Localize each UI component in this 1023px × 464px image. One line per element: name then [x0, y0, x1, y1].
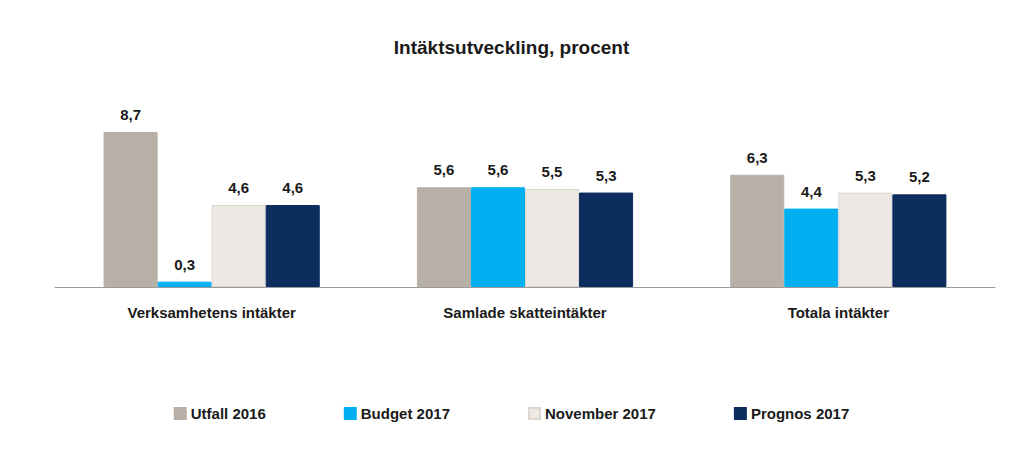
svg-text:4,6: 4,6: [282, 179, 303, 196]
svg-text:Intäktsutveckling, procent: Intäktsutveckling, procent: [394, 37, 630, 58]
svg-text:6,3: 6,3: [747, 149, 768, 166]
svg-text:8,7: 8,7: [120, 106, 141, 123]
svg-text:5,3: 5,3: [855, 167, 876, 184]
svg-text:5,3: 5,3: [596, 167, 617, 184]
svg-text:5,2: 5,2: [909, 168, 930, 185]
svg-text:Utfall 2016: Utfall 2016: [191, 405, 266, 422]
svg-text:0,3: 0,3: [174, 256, 195, 273]
svg-text:Verksamhetens intäkter: Verksamhetens intäkter: [127, 304, 296, 321]
svg-text:5,6: 5,6: [488, 161, 509, 178]
svg-text:5,5: 5,5: [542, 163, 563, 180]
svg-text:5,6: 5,6: [433, 161, 454, 178]
svg-text:4,4: 4,4: [801, 183, 823, 200]
svg-text:November 2017: November 2017: [545, 405, 656, 422]
svg-text:Budget 2017: Budget 2017: [361, 405, 450, 422]
svg-text:Totala intäkter: Totala intäkter: [788, 304, 890, 321]
svg-text:Samlade skatteintäkter: Samlade skatteintäkter: [443, 304, 607, 321]
svg-text:Prognos 2017: Prognos 2017: [751, 405, 849, 422]
svg-text:4,6: 4,6: [228, 179, 249, 196]
